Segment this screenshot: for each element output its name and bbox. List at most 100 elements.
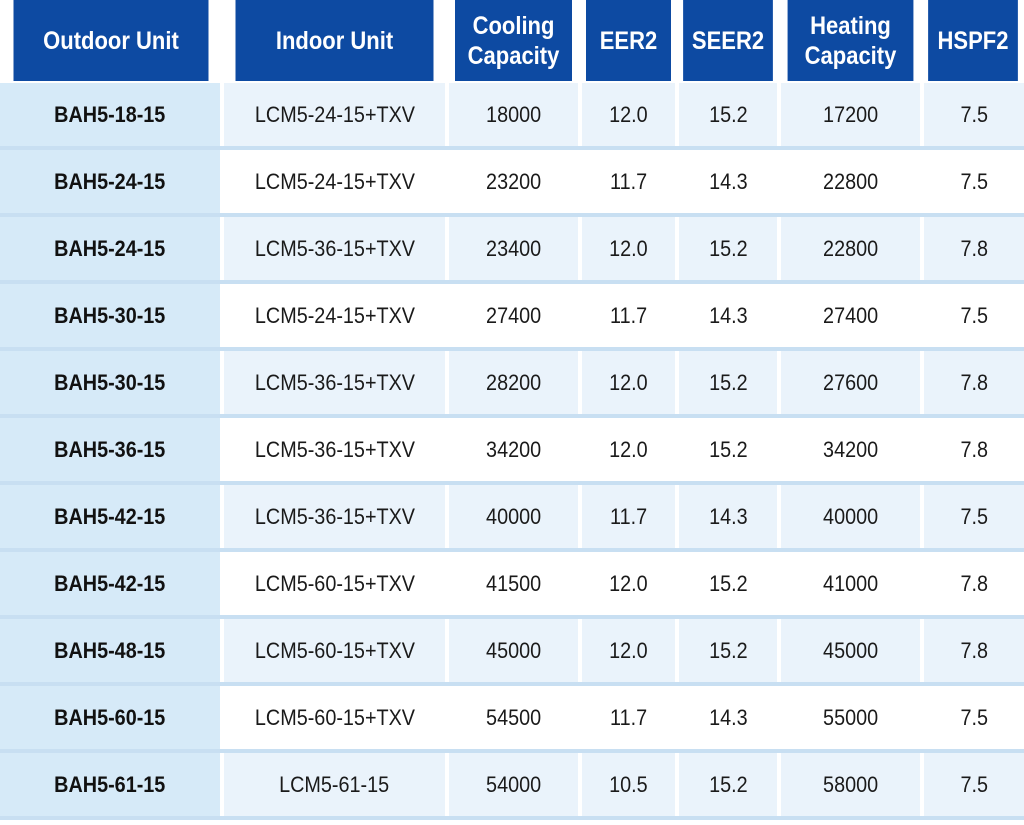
cell-value: 34200 bbox=[485, 436, 542, 462]
cell-value: 22800 bbox=[822, 168, 879, 194]
cell-value: 12.0 bbox=[609, 369, 648, 395]
cell-indoor-unit: LCM5-36-15+TXV bbox=[222, 416, 449, 485]
header-seer2: SEER2 bbox=[683, 0, 773, 83]
cell-hspf2: 7.5 bbox=[922, 751, 1024, 820]
cell-heating-capacity: 58000 bbox=[779, 751, 924, 820]
cell-value: 7.5 bbox=[960, 101, 988, 127]
cell-value: LCM5-36-15+TXV bbox=[254, 369, 415, 395]
cell-value: 15.2 bbox=[708, 637, 748, 663]
cell-seer2: 15.2 bbox=[677, 82, 781, 150]
cell-value: LCM5-36-15+TXV bbox=[254, 503, 415, 529]
cell-value: 11.7 bbox=[609, 503, 648, 529]
cell-value: 12.0 bbox=[609, 637, 648, 663]
cell-heating-capacity: 22800 bbox=[779, 215, 924, 284]
cell-value: 18000 bbox=[485, 101, 542, 127]
cell-outdoor-unit: BAH5-60-15 bbox=[0, 684, 224, 753]
cell-value: BAH5-42-15 bbox=[54, 570, 166, 596]
table-row: BAH5-18-15 LCM5-24-15+TXV 18000 12.0 15.2 172… bbox=[0, 82, 1024, 150]
cell-value: LCM5-36-15+TXV bbox=[254, 235, 415, 261]
cell-value: 7.8 bbox=[960, 369, 988, 395]
cell-eer2: 12.0 bbox=[580, 416, 679, 485]
cell-heating-capacity: 40000 bbox=[779, 483, 924, 552]
cell-value: LCM5-60-15+TXV bbox=[254, 570, 415, 596]
cell-value: 58000 bbox=[822, 771, 879, 797]
cell-seer2: 14.3 bbox=[677, 148, 781, 217]
cell-eer2: 12.0 bbox=[580, 215, 679, 284]
cell-value: 27400 bbox=[822, 302, 879, 328]
cell-seer2: 15.2 bbox=[677, 617, 781, 686]
cell-value: 15.2 bbox=[708, 235, 748, 261]
cell-value: BAH5-24-15 bbox=[54, 235, 166, 261]
cell-heating-capacity: 27600 bbox=[779, 349, 924, 418]
cell-outdoor-unit: BAH5-30-15 bbox=[0, 282, 224, 351]
cell-value: 12.0 bbox=[609, 436, 648, 462]
cell-indoor-unit: LCM5-24-15+TXV bbox=[222, 82, 449, 150]
table-row: BAH5-60-15 LCM5-60-15+TXV 54500 11.7 14.3 550… bbox=[0, 684, 1024, 753]
cell-value: 14.3 bbox=[708, 503, 748, 529]
cell-value: LCM5-24-15+TXV bbox=[254, 302, 415, 328]
cell-value: 41500 bbox=[485, 570, 542, 596]
cell-value: LCM5-24-15+TXV bbox=[254, 101, 415, 127]
header-indoor-unit: Indoor Unit bbox=[235, 0, 434, 83]
cell-indoor-unit: LCM5-60-15+TXV bbox=[222, 684, 449, 753]
cell-indoor-unit: LCM5-36-15+TXV bbox=[222, 349, 449, 418]
cell-value: 7.8 bbox=[960, 570, 988, 596]
cell-indoor-unit: LCM5-61-15 bbox=[222, 751, 449, 820]
cell-cooling-capacity: 41500 bbox=[447, 550, 582, 619]
cell-value: 7.5 bbox=[960, 503, 988, 529]
cell-seer2: 14.3 bbox=[677, 483, 781, 552]
cell-cooling-capacity: 28200 bbox=[447, 349, 582, 418]
cell-value: LCM5-36-15+TXV bbox=[254, 436, 415, 462]
cell-value: 28200 bbox=[485, 369, 542, 395]
cell-outdoor-unit: BAH5-48-15 bbox=[0, 617, 224, 686]
cell-cooling-capacity: 40000 bbox=[447, 483, 582, 552]
header-cooling-capacity: Cooling Capacity bbox=[454, 0, 573, 83]
cell-heating-capacity: 34200 bbox=[779, 416, 924, 485]
cell-value: BAH5-24-15 bbox=[54, 168, 166, 194]
cell-eer2: 11.7 bbox=[580, 282, 679, 351]
cell-hspf2: 7.5 bbox=[922, 148, 1024, 217]
cell-eer2: 12.0 bbox=[580, 617, 679, 686]
table-row: BAH5-61-15 LCM5-61-15 54000 10.5 15.2 58000 7.… bbox=[0, 751, 1024, 820]
cell-value: 7.8 bbox=[960, 235, 988, 261]
cell-cooling-capacity: 54000 bbox=[447, 751, 582, 820]
cell-indoor-unit: LCM5-24-15+TXV bbox=[222, 282, 449, 351]
cell-value: 15.2 bbox=[708, 570, 748, 596]
cell-value: BAH5-48-15 bbox=[54, 637, 166, 663]
cell-value: 15.2 bbox=[708, 369, 748, 395]
cell-seer2: 15.2 bbox=[677, 349, 781, 418]
cell-value: 7.5 bbox=[960, 302, 988, 328]
cell-cooling-capacity: 34200 bbox=[447, 416, 582, 485]
cell-value: 15.2 bbox=[708, 436, 748, 462]
cell-value: 54500 bbox=[485, 704, 542, 730]
cell-value: 11.7 bbox=[609, 302, 648, 328]
cell-value: 15.2 bbox=[708, 101, 748, 127]
table-body: BAH5-18-15 LCM5-24-15+TXV 18000 12.0 15.2 172… bbox=[0, 82, 1024, 820]
cell-hspf2: 7.5 bbox=[922, 483, 1024, 552]
cell-indoor-unit: LCM5-60-15+TXV bbox=[222, 550, 449, 619]
cell-hspf2: 7.8 bbox=[922, 215, 1024, 284]
header-heating-capacity: Heating Capacity bbox=[787, 0, 914, 83]
cell-cooling-capacity: 54500 bbox=[447, 684, 582, 753]
cell-indoor-unit: LCM5-36-15+TXV bbox=[222, 215, 449, 284]
cell-value: LCM5-60-15+TXV bbox=[254, 637, 415, 663]
cell-eer2: 11.7 bbox=[580, 483, 679, 552]
cell-value: 45000 bbox=[485, 637, 542, 663]
cell-value: 14.3 bbox=[708, 302, 748, 328]
cell-seer2: 15.2 bbox=[677, 416, 781, 485]
cell-heating-capacity: 22800 bbox=[779, 148, 924, 217]
cell-value: 40000 bbox=[485, 503, 542, 529]
cell-cooling-capacity: 27400 bbox=[447, 282, 582, 351]
cell-seer2: 15.2 bbox=[677, 751, 781, 820]
cell-value: BAH5-42-15 bbox=[54, 503, 166, 529]
cell-value: 27600 bbox=[822, 369, 879, 395]
cell-indoor-unit: LCM5-24-15+TXV bbox=[222, 148, 449, 217]
cell-seer2: 14.3 bbox=[677, 282, 781, 351]
cell-outdoor-unit: BAH5-30-15 bbox=[0, 349, 224, 418]
cell-outdoor-unit: BAH5-42-15 bbox=[0, 483, 224, 552]
cell-value: BAH5-18-15 bbox=[54, 101, 166, 127]
cell-eer2: 12.0 bbox=[580, 349, 679, 418]
cell-value: 40000 bbox=[822, 503, 879, 529]
header-row: Outdoor Unit Indoor Unit Cooling Capacit… bbox=[0, 0, 1024, 83]
